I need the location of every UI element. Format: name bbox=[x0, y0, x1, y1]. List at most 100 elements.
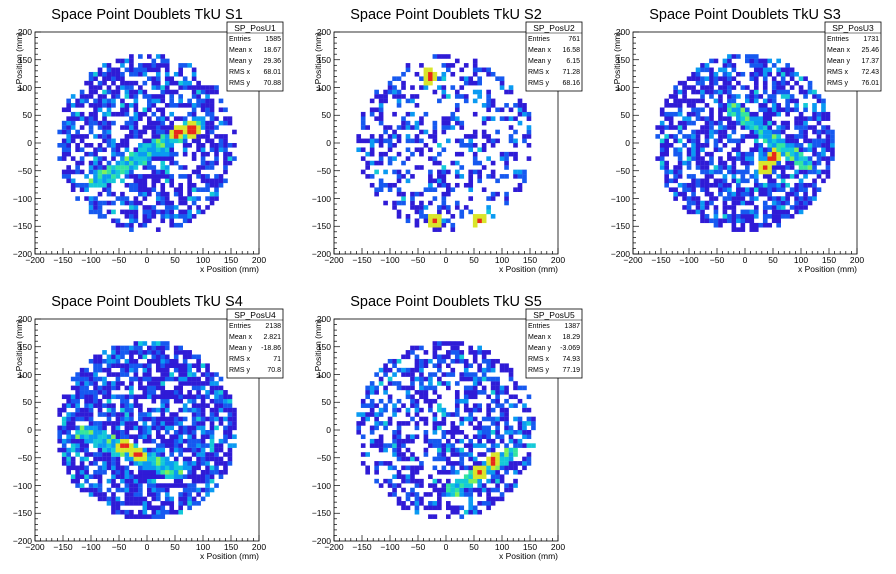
heatmap-cell bbox=[169, 160, 175, 166]
heatmap-cell bbox=[178, 67, 183, 73]
heatmap-cell bbox=[160, 385, 166, 391]
heatmap-cell bbox=[803, 174, 808, 179]
heatmap-cell bbox=[414, 358, 420, 364]
heatmap-cell bbox=[468, 143, 474, 148]
heatmap-cell bbox=[753, 116, 759, 121]
heatmap-cell bbox=[495, 416, 500, 422]
heatmap-cell bbox=[365, 125, 370, 130]
heatmap-cell bbox=[120, 438, 125, 444]
heatmap-cell bbox=[419, 191, 424, 197]
heatmap-cell bbox=[816, 98, 822, 104]
heatmap-cell bbox=[682, 98, 687, 104]
heatmap-cell bbox=[517, 416, 523, 422]
y-tick-label: 50 bbox=[621, 110, 631, 120]
heatmap-cell bbox=[414, 147, 420, 153]
heatmap-cell bbox=[151, 487, 157, 493]
heatmap-cell bbox=[776, 125, 781, 130]
heatmap-cell bbox=[93, 483, 98, 488]
heatmap-cell bbox=[691, 120, 696, 126]
heatmap-cell bbox=[682, 160, 687, 166]
heatmap-cell bbox=[133, 209, 139, 215]
heatmap-cell bbox=[472, 354, 478, 360]
heatmap-cell bbox=[762, 116, 768, 121]
heatmap-cell bbox=[66, 394, 71, 400]
heatmap-cell bbox=[776, 222, 781, 228]
heatmap-cell bbox=[93, 430, 98, 435]
heatmap-cell bbox=[468, 407, 474, 413]
heatmap-cell bbox=[178, 367, 183, 373]
heatmap-cell bbox=[749, 222, 755, 228]
heatmap-cell bbox=[423, 350, 429, 355]
heatmap-cell bbox=[374, 438, 379, 444]
heatmap-cell bbox=[70, 434, 76, 440]
heatmap-cell bbox=[187, 134, 192, 139]
heatmap-cell bbox=[472, 169, 478, 175]
heatmap-cell bbox=[66, 98, 71, 104]
heatmap-cell bbox=[120, 501, 125, 506]
heatmap-cell bbox=[79, 425, 85, 431]
heatmap-cell bbox=[472, 434, 478, 440]
heatmap-cell bbox=[205, 443, 210, 448]
heatmap-cell bbox=[129, 174, 134, 179]
heatmap-cell bbox=[401, 456, 406, 462]
heatmap-cell bbox=[798, 209, 804, 215]
heatmap-cell bbox=[124, 430, 130, 435]
y-tick-label: −150 bbox=[611, 221, 630, 231]
heatmap-cell bbox=[749, 129, 755, 135]
y-tick-label: 50 bbox=[23, 110, 33, 120]
heatmap-cell bbox=[209, 120, 215, 126]
heatmap-cell bbox=[79, 407, 85, 413]
heatmap-cell bbox=[405, 367, 411, 373]
heatmap-cell bbox=[446, 187, 451, 192]
heatmap-cell bbox=[450, 85, 456, 90]
heatmap-cell bbox=[673, 103, 678, 108]
heatmap-cell bbox=[767, 196, 773, 201]
heatmap-cell bbox=[477, 178, 482, 184]
heatmap-cell bbox=[504, 421, 509, 426]
heatmap-cell bbox=[767, 214, 773, 219]
heatmap-cell bbox=[151, 80, 157, 86]
heatmap-cell bbox=[79, 89, 85, 95]
heatmap-cell bbox=[513, 116, 518, 121]
heatmap-cell bbox=[785, 182, 790, 188]
heatmap-cell bbox=[513, 138, 518, 144]
heatmap-cell bbox=[526, 394, 532, 400]
heatmap-cell bbox=[414, 209, 420, 215]
heatmap-cell bbox=[749, 116, 755, 121]
heatmap-cell bbox=[214, 443, 219, 448]
heatmap-cell bbox=[740, 156, 746, 161]
heatmap-cell bbox=[753, 98, 759, 104]
heatmap-cell bbox=[200, 156, 206, 161]
heatmap-cell bbox=[490, 160, 496, 166]
heatmap-cell bbox=[205, 178, 210, 184]
heatmap-cell bbox=[138, 447, 143, 453]
x-tick-label: −50 bbox=[710, 255, 725, 265]
heatmap-cell bbox=[182, 76, 188, 81]
y-axis-label: y Position (mm) bbox=[14, 319, 24, 378]
heatmap-cell bbox=[441, 76, 447, 81]
heatmap-cell bbox=[173, 438, 179, 444]
heatmap-cell bbox=[749, 134, 755, 139]
heatmap-cell bbox=[450, 412, 456, 417]
heatmap-cell bbox=[111, 456, 116, 462]
heatmap-cell bbox=[164, 103, 170, 108]
heatmap-cell bbox=[191, 487, 197, 493]
heatmap-cell bbox=[173, 465, 179, 471]
heatmap-cell bbox=[499, 438, 505, 444]
heatmap-cell bbox=[142, 67, 148, 73]
stats-value: 68.01 bbox=[263, 69, 281, 76]
heatmap-cell bbox=[700, 80, 705, 86]
heatmap-cell bbox=[709, 89, 714, 95]
heatmap-cell bbox=[753, 209, 759, 215]
heatmap-cell bbox=[486, 196, 491, 201]
heatmap-cell bbox=[513, 174, 518, 179]
heatmap-cell bbox=[713, 196, 719, 201]
heatmap-cell bbox=[682, 116, 687, 121]
heatmap-cell bbox=[709, 174, 714, 179]
heatmap-cell bbox=[115, 67, 121, 73]
heatmap-cell bbox=[468, 138, 474, 144]
heatmap-cell bbox=[120, 478, 125, 484]
heatmap-cell bbox=[218, 376, 224, 382]
heatmap-cell bbox=[133, 165, 139, 170]
heatmap-cell bbox=[124, 465, 130, 471]
